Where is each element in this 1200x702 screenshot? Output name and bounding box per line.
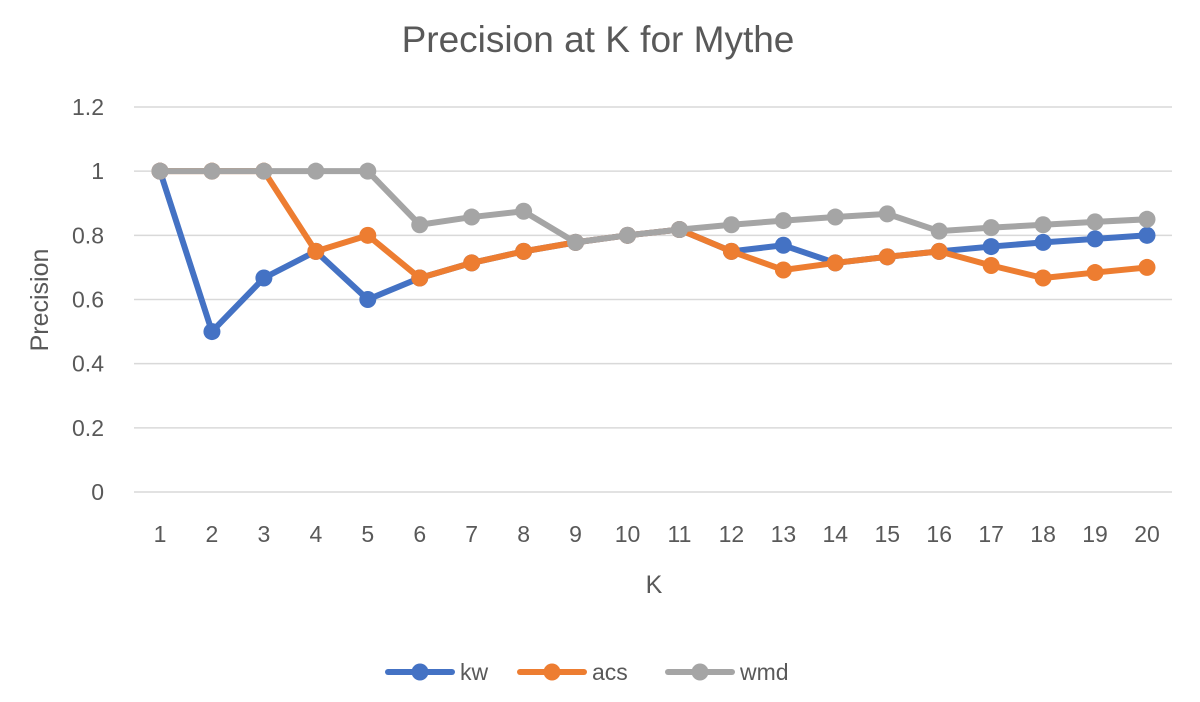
- x-tick-label: 18: [1030, 521, 1056, 547]
- data-point-kw: [774, 236, 792, 254]
- x-axis-label: K: [646, 571, 663, 599]
- x-tick-label: 16: [926, 521, 952, 547]
- x-tick-label: 20: [1134, 521, 1160, 547]
- legend-item-wmd: wmd: [665, 659, 789, 685]
- x-tick-label: 6: [413, 521, 426, 547]
- x-tick-label: 10: [615, 521, 641, 547]
- data-point-wmd: [878, 205, 896, 223]
- x-tick-label: 1: [154, 521, 167, 547]
- series-wmd: [151, 162, 1156, 251]
- data-point-kw: [1086, 230, 1104, 248]
- x-tick-label: 12: [719, 521, 745, 547]
- gridlines: [134, 106, 1172, 493]
- data-point-acs: [982, 256, 1000, 274]
- y-tick-label: 0.8: [72, 222, 104, 248]
- data-point-wmd: [307, 162, 325, 180]
- data-point-kw: [982, 238, 1000, 256]
- x-tick-label: 9: [569, 521, 582, 547]
- data-point-acs: [515, 242, 533, 260]
- data-point-wmd: [722, 216, 740, 234]
- series-line-wmd: [157, 168, 1150, 246]
- y-axis-ticks: 0 0.2 0.4 0.6 0.8 1 1.2: [72, 94, 104, 505]
- data-point-wmd: [774, 212, 792, 230]
- data-point-wmd: [826, 208, 844, 226]
- data-point-kw: [255, 269, 273, 287]
- x-tick-label: 8: [517, 521, 530, 547]
- legend-label: kw: [460, 659, 489, 685]
- data-point-wmd: [151, 162, 169, 180]
- x-tick-label: 15: [874, 521, 900, 547]
- y-tick-label: 1.2: [72, 94, 104, 120]
- y-tick-label: 0.4: [72, 351, 104, 377]
- x-tick-label: 11: [668, 521, 692, 547]
- data-point-acs: [411, 269, 429, 287]
- legend-label: acs: [592, 659, 628, 685]
- x-tick-label: 3: [257, 521, 270, 547]
- data-point-wmd: [1086, 213, 1104, 231]
- legend-label: wmd: [739, 659, 789, 685]
- data-point-acs: [878, 248, 896, 266]
- data-point-acs: [774, 261, 792, 279]
- legend-swatch-marker: [543, 663, 561, 681]
- y-tick-label: 0.2: [72, 415, 104, 441]
- data-point-kw: [1034, 233, 1052, 251]
- data-point-wmd: [203, 162, 221, 180]
- x-tick-label: 4: [309, 521, 322, 547]
- data-point-wmd: [1034, 216, 1052, 234]
- legend: kw acs wmd: [385, 659, 789, 685]
- x-tick-label: 2: [206, 521, 219, 547]
- data-point-wmd: [255, 162, 273, 180]
- x-tick-label: 5: [361, 521, 374, 547]
- data-point-acs: [930, 242, 948, 260]
- legend-item-kw: kw: [385, 659, 489, 685]
- data-point-wmd: [567, 233, 585, 251]
- series-group: [151, 162, 1156, 341]
- data-point-wmd: [670, 221, 688, 239]
- series-kw: [151, 162, 1156, 341]
- data-point-acs: [722, 242, 740, 260]
- x-tick-label: 14: [823, 521, 849, 547]
- legend-swatch-marker: [411, 663, 429, 681]
- y-tick-label: 0.6: [72, 287, 104, 313]
- data-point-wmd: [619, 226, 637, 244]
- data-point-acs: [826, 254, 844, 272]
- x-tick-label: 7: [465, 521, 478, 547]
- data-point-acs: [1034, 269, 1052, 287]
- x-tick-label: 13: [771, 521, 797, 547]
- data-point-wmd: [1138, 210, 1156, 228]
- data-point-acs: [1086, 264, 1104, 282]
- x-axis-ticks: 1 2 3 4 5 6 7 8 9 10 11 12 13 14 15 16 17 18 19 20: [154, 521, 1160, 547]
- data-point-kw: [203, 323, 221, 341]
- data-point-acs: [307, 242, 325, 260]
- data-point-acs: [359, 226, 377, 244]
- data-point-wmd: [359, 162, 377, 180]
- y-tick-label: 1: [91, 158, 104, 184]
- data-point-wmd: [463, 208, 481, 226]
- data-point-acs: [463, 254, 481, 272]
- data-point-wmd: [411, 216, 429, 234]
- y-axis-label: Precision: [26, 249, 54, 352]
- chart-title: Precision at K for Mythe: [402, 19, 795, 60]
- data-point-wmd: [982, 219, 1000, 237]
- data-point-acs: [1138, 258, 1156, 276]
- data-point-wmd: [515, 202, 533, 220]
- legend-swatch-marker: [691, 663, 709, 681]
- legend-item-acs: acs: [517, 659, 628, 685]
- data-point-kw: [1138, 226, 1156, 244]
- x-tick-label: 19: [1082, 521, 1108, 547]
- x-tick-label: 17: [978, 521, 1004, 547]
- data-point-wmd: [930, 222, 948, 240]
- data-point-kw: [359, 291, 377, 308]
- y-tick-label: 0: [91, 479, 104, 505]
